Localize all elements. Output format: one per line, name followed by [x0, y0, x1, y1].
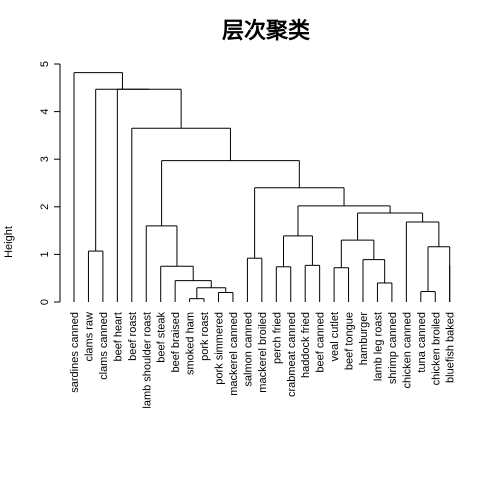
y-tick-label: 1	[39, 251, 51, 257]
leaf-label: shrimp canned	[387, 312, 399, 384]
leaf-label: chicken canned	[401, 312, 413, 388]
leaf-label: chicken broiled	[430, 312, 442, 385]
dendrogram-branches	[73, 72, 451, 302]
leaf-label: pork roast	[199, 312, 211, 361]
leaf-label: hamburger	[358, 312, 370, 366]
leaf-label: crabmeat canned	[286, 312, 298, 397]
y-tick-label: 5	[39, 61, 51, 67]
leaf-label: bluefish baked	[445, 312, 457, 383]
y-tick-label: 3	[39, 156, 51, 162]
leaf-label: beef steak	[156, 312, 168, 363]
y-tick-label: 2	[39, 204, 51, 210]
leaf-label: beef braised	[170, 312, 182, 373]
leaf-label: haddock fried	[300, 312, 312, 378]
leaf-label: clams canned	[98, 312, 110, 380]
leaf-label: pork simmered	[214, 312, 226, 385]
leaf-label: mackerel broiled	[257, 312, 269, 393]
leaf-label: clams raw	[83, 312, 95, 362]
leaf-label: beef heart	[112, 312, 124, 362]
leaf-label: smoked ham	[185, 312, 197, 375]
leaf-label: veal cutlet	[329, 312, 341, 362]
leaf-label: sardines canned	[69, 312, 81, 393]
leaf-label: perch fried	[271, 312, 283, 364]
y-axis: 0 1 2 3 4 5	[39, 61, 61, 305]
leaf-label: beef tongue	[344, 312, 356, 370]
chart-title: 层次聚类	[222, 18, 311, 44]
y-tick-label: 0	[39, 299, 51, 305]
leaf-label: mackerel canned	[228, 312, 240, 396]
y-axis-label: Height	[3, 226, 15, 258]
leaf-label: lamb shoulder roast	[141, 312, 153, 409]
leaf-label: beef canned	[315, 312, 327, 373]
leaf-label: beef roast	[127, 312, 139, 361]
leaf-label: tuna canned	[416, 312, 428, 373]
leaf-labels: sardines canned clams raw clams canned beef…	[69, 312, 457, 409]
y-tick-label: 4	[39, 109, 51, 115]
leaf-label: lamb leg roast	[372, 312, 384, 381]
leaf-label: salmon canned	[242, 312, 254, 387]
